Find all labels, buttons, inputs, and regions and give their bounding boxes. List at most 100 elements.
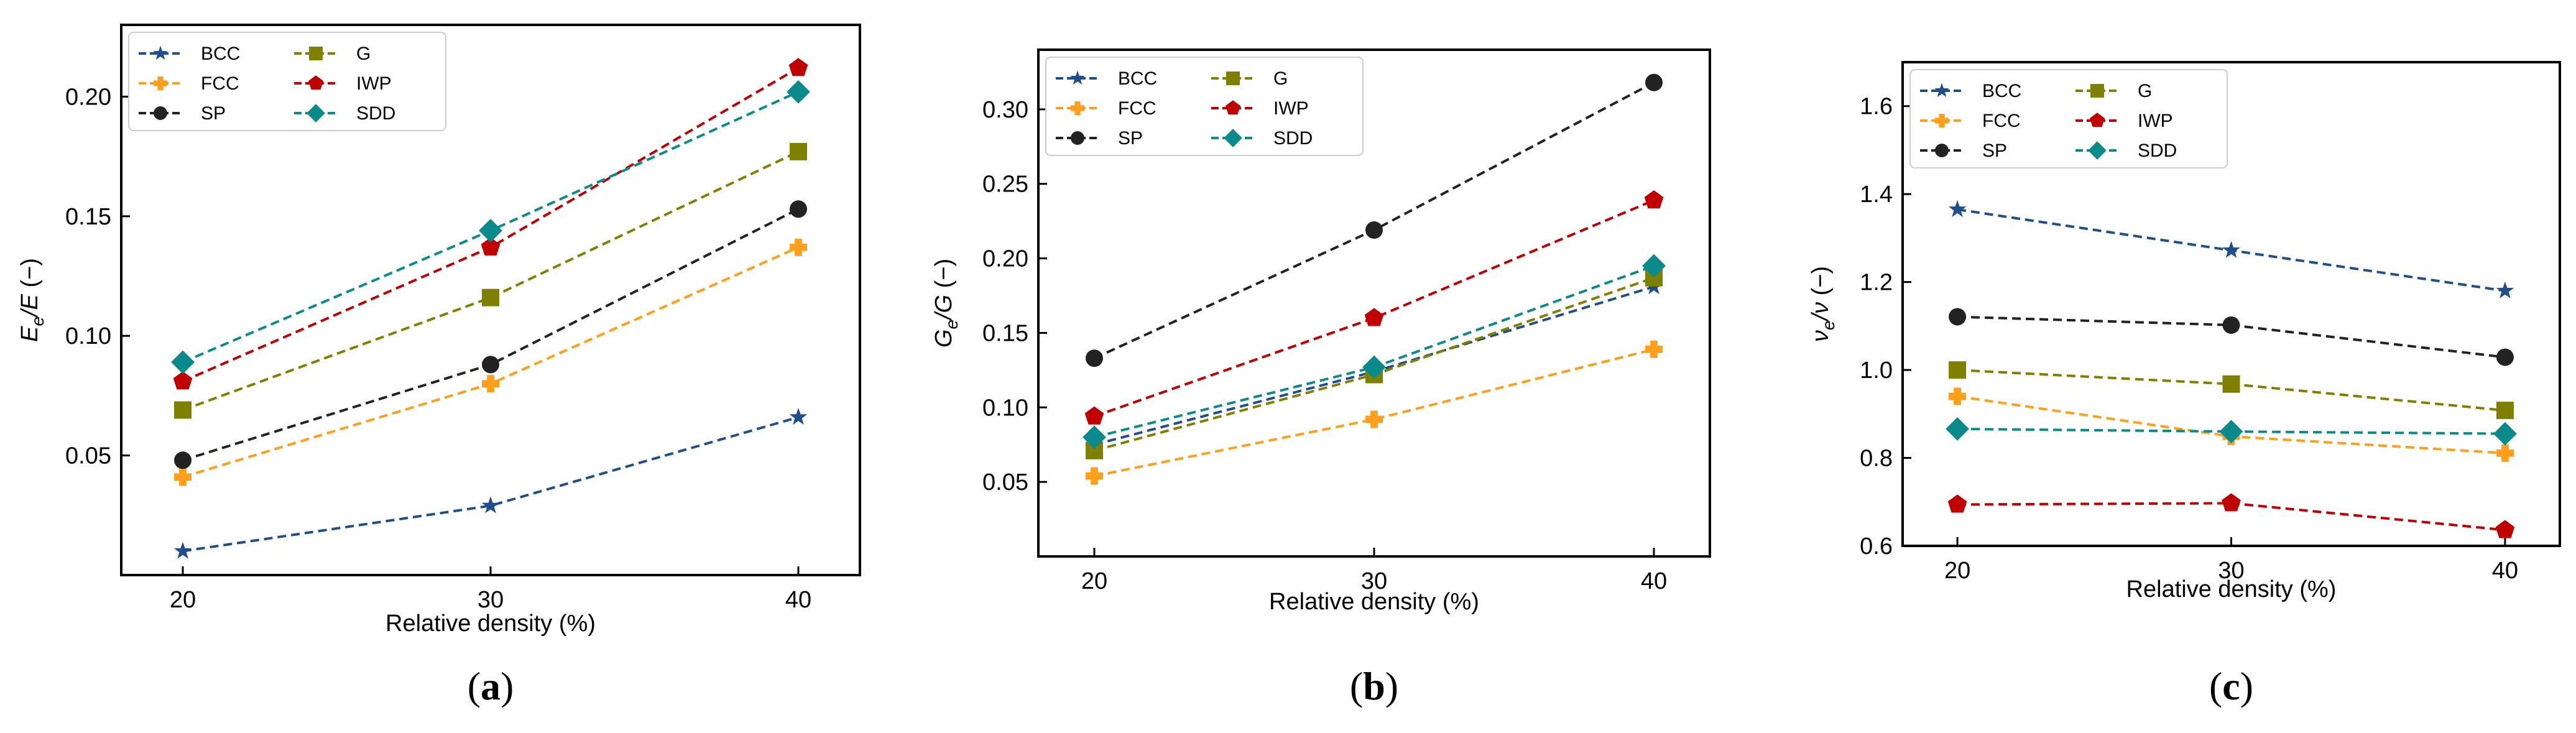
data-point-iwp: [1084, 406, 1104, 425]
series-line-iwp: [1094, 199, 1655, 418]
legend-marker-fcc: [1071, 101, 1084, 115]
legend-box: [128, 32, 446, 131]
data-point-sdd: [1083, 425, 1106, 449]
y-tick-label: 0.20: [65, 84, 111, 110]
legend-marker-sp: [154, 106, 167, 120]
y-tick-label: 0.6: [1860, 533, 1893, 560]
data-point-iwp: [2495, 520, 2515, 538]
x-axis-label: Relative density (%): [2126, 576, 2337, 602]
data-point-g: [174, 401, 192, 419]
legend-label-bcc: BCC: [1982, 81, 2021, 101]
y-tick-label: 0.15: [65, 204, 111, 230]
legend-label-fcc: FCC: [201, 73, 239, 94]
data-point-sp: [174, 451, 192, 469]
legend-label-sdd: SDD: [1273, 128, 1313, 149]
data-point-g: [482, 288, 499, 307]
x-axis-label: Relative density (%): [1269, 589, 1479, 615]
data-point-fcc: [1949, 387, 1967, 405]
legend-label-fcc: FCC: [1118, 98, 1156, 119]
y-axis-label: νe/ν (−): [1807, 266, 1838, 342]
legend-label-g: G: [1273, 68, 1288, 89]
data-point-g: [1949, 361, 1967, 379]
data-point-g: [790, 142, 807, 160]
data-point-fcc: [1645, 340, 1663, 358]
data-point-sdd: [2219, 420, 2243, 444]
data-point-bcc: [2496, 281, 2514, 298]
x-axis-label: Relative density (%): [385, 611, 596, 637]
x-tick-label: 30: [2218, 558, 2244, 584]
y-tick-label: 0.10: [982, 395, 1028, 421]
data-point-iwp: [1947, 494, 1967, 513]
legend-label-iwp: IWP: [1273, 98, 1309, 119]
legend-label-sp: SP: [201, 103, 226, 124]
y-tick-label: 1.0: [1860, 357, 1893, 384]
chart-panel-b: 20 30 40 0.05 0.10 0.15 0.20 0.25 0.30 Relative d…: [931, 48, 1711, 708]
data-point-iwp: [481, 237, 501, 256]
y-tick-label: 0.20: [982, 246, 1028, 272]
y-tick-label: 0.15: [982, 320, 1028, 346]
data-point-fcc: [1086, 467, 1103, 485]
legend-marker-fcc: [1935, 114, 1949, 127]
legend-marker-g: [309, 47, 323, 60]
data-point-sdd: [479, 219, 502, 242]
data-point-bcc: [481, 496, 500, 514]
data-point-fcc: [2496, 444, 2514, 462]
legend-marker-g: [1226, 71, 1240, 85]
y-tick-label: 1.2: [1860, 270, 1893, 296]
data-point-iwp: [788, 58, 808, 76]
data-point-iwp: [173, 371, 193, 390]
x-tick-label: 30: [478, 587, 504, 613]
legend-label-sdd: SDD: [356, 103, 395, 124]
x-tick-label: 40: [2492, 558, 2518, 584]
data-point-sdd: [1946, 417, 1969, 441]
y-tick-label: 0.25: [982, 172, 1028, 198]
legend-marker-bcc: [153, 45, 168, 60]
legend-box: [1909, 69, 2228, 168]
data-point-g: [2222, 375, 2240, 393]
data-point-sdd: [787, 80, 810, 104]
legend-marker-sdd: [1224, 129, 1242, 147]
x-tick-label: 30: [1361, 568, 1387, 594]
legend-marker-iwp: [308, 75, 323, 90]
data-point-iwp: [1644, 190, 1664, 209]
legend-label-iwp: IWP: [2138, 111, 2173, 131]
data-point-fcc: [790, 238, 807, 256]
x-tick-label: 20: [1944, 558, 1970, 584]
x-tick-label: 20: [170, 587, 196, 613]
y-tick-label: 0.30: [982, 97, 1028, 123]
data-point-sdd: [1642, 254, 1666, 278]
legend-label-g: G: [356, 44, 371, 64]
legend: BCC FCC SP G IWP SDD: [128, 32, 446, 131]
legend-label-iwp: IWP: [356, 73, 392, 94]
data-point-sp: [790, 200, 807, 218]
data-point-iwp: [1364, 308, 1384, 326]
legend-marker-bcc: [1070, 70, 1085, 85]
legend-box: [1045, 57, 1364, 156]
legend-marker-bcc: [1934, 83, 1949, 98]
data-point-sp: [1949, 308, 1967, 326]
data-point-sp: [1365, 221, 1383, 239]
legend-label-g: G: [2138, 81, 2152, 101]
legend-marker-sdd: [307, 104, 325, 122]
data-point-bcc: [2222, 241, 2240, 258]
data-point-g: [1645, 269, 1663, 287]
data-point-sp: [482, 356, 499, 374]
data-point-fcc: [482, 375, 499, 393]
legend-marker-sdd: [2088, 141, 2107, 160]
y-tick-label: 0.05: [982, 469, 1028, 496]
legend: BCC FCC SP G IWP SDD: [1045, 57, 1364, 156]
data-point-sp: [1645, 73, 1663, 91]
series-line-g: [182, 150, 799, 412]
chart-panel-c: 20 30 40 0.6 0.8 1.0 1.2 1.4 1.6 Relative density…: [1807, 61, 2561, 708]
y-tick-label: 1.6: [1860, 94, 1893, 120]
data-point-fcc: [174, 468, 192, 486]
panel-label: (c): [2209, 664, 2253, 708]
y-tick-label: 1.4: [1860, 182, 1893, 208]
y-axis-label: Ee/E (−): [17, 258, 47, 342]
x-tick-label: 20: [1081, 568, 1107, 594]
legend-marker-sp: [1935, 144, 1949, 157]
data-point-g: [1086, 441, 1103, 459]
legend: BCC FCC SP G IWP SDD: [1909, 69, 2228, 168]
legend-label-sp: SP: [1982, 141, 2007, 161]
x-tick-label: 40: [785, 587, 811, 613]
